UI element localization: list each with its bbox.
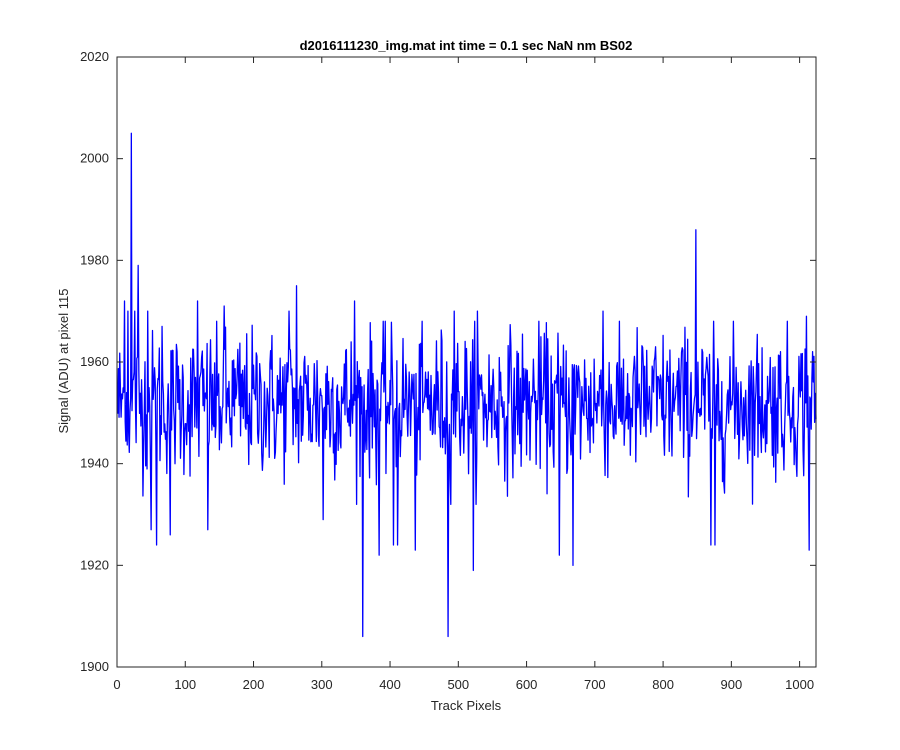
x-tick-label: 300 [311,677,333,692]
y-tick-label: 1960 [80,354,109,369]
x-tick-label: 500 [447,677,469,692]
plot-area [117,132,817,638]
x-tick-label: 0 [113,677,120,692]
x-tick-label: 400 [379,677,401,692]
x-tick-label: 700 [584,677,606,692]
x-tick-label: 200 [243,677,265,692]
chart-title: d2016111230_img.mat int time = 0.1 sec N… [300,38,633,53]
y-axis-label: Signal (ADU) at pixel 115 [56,289,71,434]
x-axis-label: Track Pixels [431,698,502,713]
series-line [117,132,817,638]
x-tick-label: 800 [652,677,674,692]
x-tick-label: 900 [721,677,743,692]
y-tick-label: 1940 [80,456,109,471]
axis-ticks: 0 100 200 300 400 500 600 700 800 900 1000 1900 1920… [80,49,816,692]
y-tick-label: 2000 [80,151,109,166]
x-tick-label: 600 [516,677,538,692]
y-tick-label: 1900 [80,659,109,674]
y-tick-label: 2020 [80,49,109,64]
x-tick-label: 1000 [785,677,814,692]
x-tick-label: 100 [174,677,196,692]
y-tick-label: 1920 [80,557,109,572]
y-tick-label: 1980 [80,252,109,267]
